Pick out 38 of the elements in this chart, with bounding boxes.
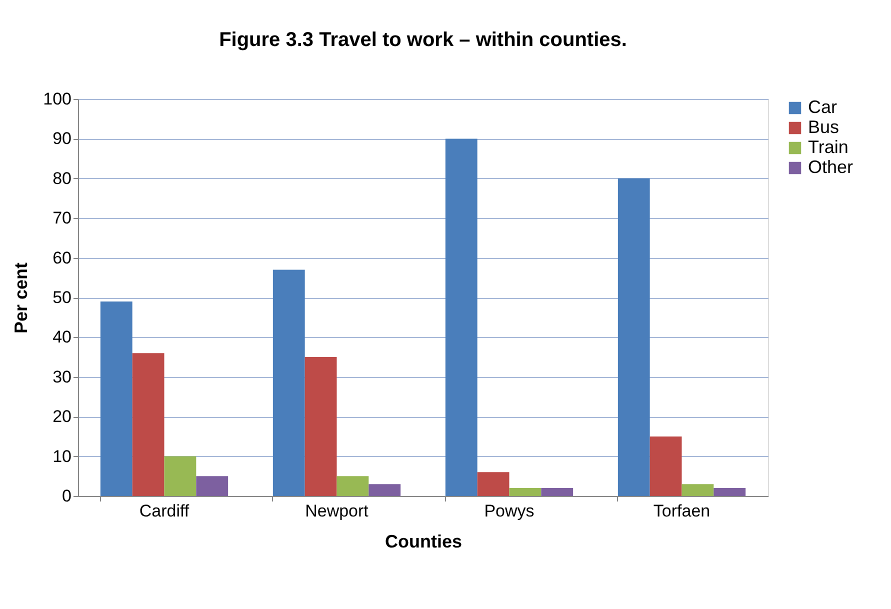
y-tick-label: 50: [52, 288, 72, 307]
bar: [100, 301, 132, 496]
legend-label: Bus: [808, 117, 840, 137]
legend-label: Other: [808, 157, 854, 177]
bar: [272, 270, 305, 496]
y-tick-label: 30: [52, 367, 72, 386]
bar: [618, 178, 650, 496]
y-tick-label: 0: [62, 486, 72, 506]
bar: [304, 357, 337, 496]
x-tick-label: Torfaen: [653, 502, 710, 520]
y-tick-label: 100: [43, 90, 72, 108]
bar: [336, 476, 369, 496]
y-tick-label: 10: [52, 446, 72, 466]
bar: [132, 353, 164, 496]
y-tick-label: 70: [52, 208, 72, 228]
y-axis-title: Per cent: [11, 262, 32, 334]
legend-label: Car: [808, 97, 838, 117]
x-tick-label: Newport: [305, 502, 369, 520]
bar: [541, 488, 574, 496]
bar: [196, 476, 228, 496]
y-tick-label: 80: [52, 168, 72, 188]
bar: [368, 484, 401, 496]
bar: [477, 472, 510, 496]
x-tick-label: Powys: [484, 502, 534, 520]
bar: [445, 138, 478, 496]
bar: [164, 456, 196, 496]
y-tick-label: 90: [52, 129, 72, 148]
legend-label: Train: [808, 137, 848, 157]
bar: [650, 436, 682, 496]
bar: [509, 488, 542, 496]
bar: [714, 488, 746, 496]
y-tick-label: 40: [52, 328, 72, 347]
bar: [682, 484, 714, 496]
chart-title: Figure 3.3 Travel to work – within counties.: [219, 29, 627, 51]
x-tick-label: Cardiff: [139, 502, 190, 520]
x-axis-title: Counties: [384, 532, 462, 552]
y-tick-label: 60: [52, 248, 72, 268]
y-tick-label: 20: [52, 407, 72, 426]
